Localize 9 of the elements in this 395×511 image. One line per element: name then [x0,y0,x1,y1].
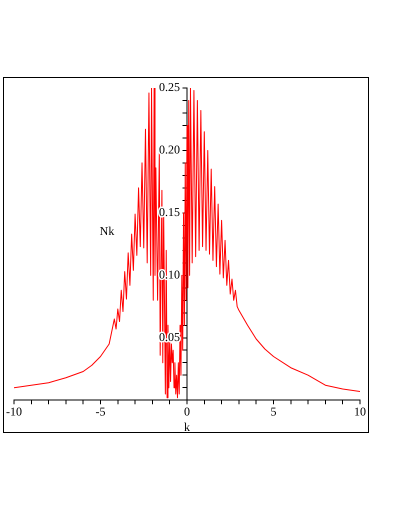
y-tick-label: 0.25 [159,80,180,94]
x-axis-title: k [184,420,190,434]
x-tick-label: 10 [354,404,366,419]
y-axis-title: Nk [100,224,114,238]
y-tick-label: 0.20 [159,142,180,157]
x-tick-label: 0 [184,404,190,419]
x-tick-label: -10 [6,404,22,419]
x-tick-label: -5 [96,404,106,419]
x-tick-label: 5 [270,404,276,419]
